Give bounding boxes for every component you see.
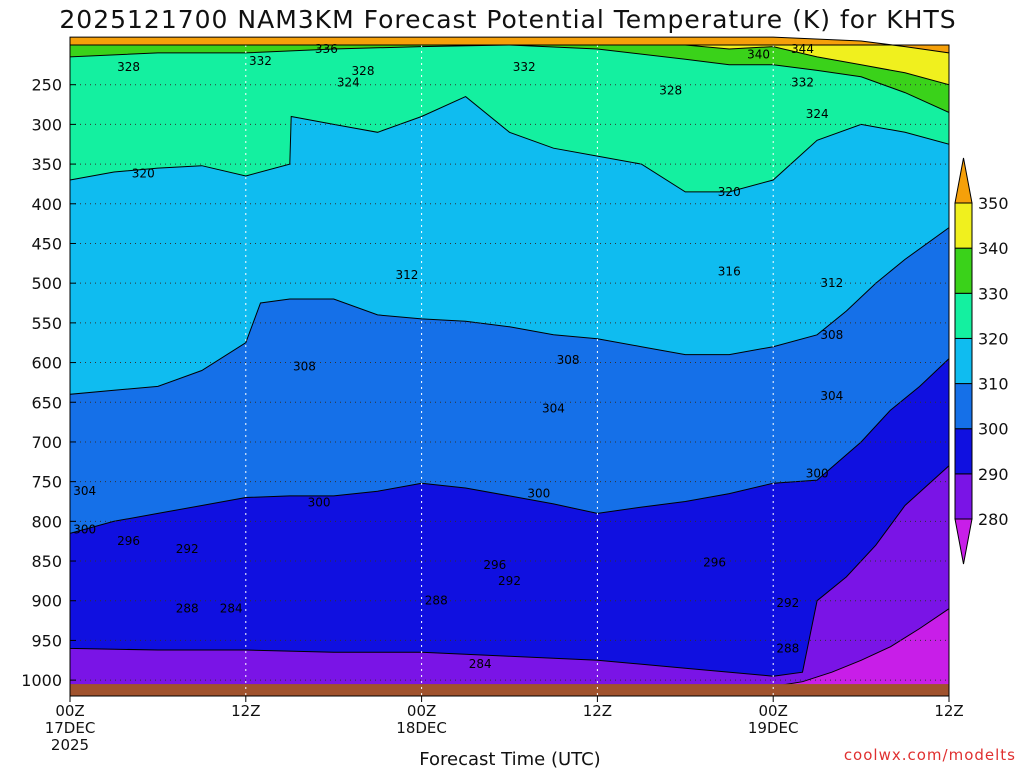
y-tick-label: 800: [31, 512, 62, 531]
y-tick-label: 550: [31, 314, 62, 333]
contour-label: 296: [483, 558, 506, 572]
contour-label: 336: [315, 42, 338, 56]
contour-label: 304: [73, 484, 96, 498]
y-tick-label: 600: [31, 354, 62, 373]
ground: [70, 684, 949, 696]
y-tick-label: 350: [31, 155, 62, 174]
x-tick-label: 00Z: [55, 702, 84, 720]
contour-label: 296: [117, 534, 140, 548]
y-tick-label: 700: [31, 433, 62, 452]
contour-label: 332: [249, 54, 272, 68]
colorbar-high-arrow: [954, 157, 973, 204]
contour-label: 300: [806, 467, 829, 481]
contour-330: [69, 44, 950, 114]
contour-label: 288: [425, 594, 448, 608]
contour-label: 292: [776, 596, 799, 610]
y-tick-label: 450: [31, 234, 62, 253]
contour-label: 288: [776, 641, 799, 655]
chart-title: 2025121700 NAM3KM Forecast Potential Tem…: [59, 5, 956, 34]
contour-label: 340: [747, 48, 770, 62]
contour-label: 308: [820, 328, 843, 342]
y-tick-label: 300: [31, 115, 62, 134]
x-tick-label: 18DEC: [396, 719, 447, 737]
x-tick-label: 19DEC: [748, 719, 799, 737]
colorbar-tick-label: 310: [978, 375, 1009, 394]
colorbar-swatch: [954, 428, 973, 475]
contour-label: 308: [557, 353, 580, 367]
colorbar-tick-label: 300: [978, 420, 1009, 439]
x-tick-label: 00Z: [407, 702, 436, 720]
colorbar-tick-label: 280: [978, 510, 1009, 529]
x-tick-label: 12Z: [934, 702, 963, 720]
contour-label: 320: [718, 185, 741, 199]
contour-label: 292: [176, 542, 199, 556]
contour-label: 344: [791, 42, 814, 56]
contour-label: 320: [132, 167, 155, 181]
x-tick-label: 12Z: [231, 702, 260, 720]
y-tick-label: 650: [31, 393, 62, 412]
y-tick-label: 850: [31, 552, 62, 571]
contour-320: [69, 44, 950, 193]
contour-label: 288: [176, 602, 199, 616]
x-axis-label: Forecast Time (UTC): [419, 749, 600, 768]
colorbar-low-arrow: [954, 518, 973, 565]
colorbar-tick-label: 340: [978, 239, 1009, 258]
colorbar-tick-label: 320: [978, 329, 1009, 348]
colorbar-tick-label: 290: [978, 465, 1009, 484]
y-tick-label: 950: [31, 631, 62, 650]
colorbar-swatch: [954, 247, 973, 294]
y-tick-label: 500: [31, 274, 62, 293]
colorbar: 280 290 300 310 320 330 340 350: [954, 157, 1009, 565]
colorbar-swatch: [954, 337, 973, 385]
credit-link[interactable]: coolwx.com/modelts: [844, 746, 1016, 764]
x-tick-label: 17DEC: [45, 719, 96, 737]
contour-label: 328: [117, 60, 140, 74]
colorbar-swatch: [954, 473, 973, 520]
contour-label: 316: [718, 264, 741, 278]
colorbar-swatch: [954, 383, 973, 430]
contour-label: 292: [498, 574, 521, 588]
y-tick-label: 900: [31, 592, 62, 611]
y-axis: 250 300 350 400 450 500 550 600 650 700 750 800 850 9…: [21, 76, 76, 690]
contour-label: 312: [820, 276, 843, 290]
y-tick-label: 250: [31, 76, 62, 95]
contour-label: 300: [527, 487, 550, 501]
contour-label: 296: [703, 556, 726, 570]
colorbar-swatch: [954, 292, 973, 339]
contour-label: 304: [820, 389, 843, 403]
contour-label: 308: [293, 360, 316, 374]
y-tick-label: 1000: [21, 671, 62, 690]
x-tick-label: 2025: [51, 736, 89, 754]
contour-label: 328: [659, 83, 682, 97]
contour-label: 328: [352, 64, 375, 78]
colorbar-tick-label: 350: [978, 194, 1009, 213]
plot-frame: [69, 44, 950, 697]
y-tick-label: 400: [31, 195, 62, 214]
contour-label: 284: [220, 602, 243, 616]
contour-label: 284: [469, 657, 492, 671]
colorbar-swatch: [954, 202, 973, 249]
contour-label: 312: [395, 268, 418, 282]
colorbar-tick-label: 330: [978, 284, 1009, 303]
contour-label: 304: [542, 402, 565, 416]
x-tick-label: 12Z: [583, 702, 612, 720]
contour-label: 324: [806, 107, 829, 121]
contour-label: 332: [791, 75, 814, 89]
contour-label: 332: [513, 60, 536, 74]
contour-label: 300: [308, 495, 331, 509]
filled-contours: [69, 36, 950, 696]
y-tick-label: 750: [31, 473, 62, 492]
contour-label: 324: [337, 75, 360, 89]
contour-label: 300: [73, 522, 96, 536]
x-tick-label: 00Z: [759, 702, 788, 720]
